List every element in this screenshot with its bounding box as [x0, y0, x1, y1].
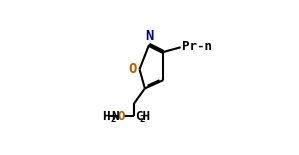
Text: Pr-n: Pr-n: [182, 40, 212, 53]
Text: N: N: [112, 110, 119, 123]
Text: 2: 2: [140, 115, 145, 124]
Text: O: O: [129, 62, 137, 76]
Text: H: H: [102, 110, 109, 123]
Text: O: O: [117, 110, 125, 123]
Text: CH: CH: [135, 110, 150, 123]
Text: 2: 2: [110, 115, 115, 124]
Text: N: N: [145, 29, 153, 43]
